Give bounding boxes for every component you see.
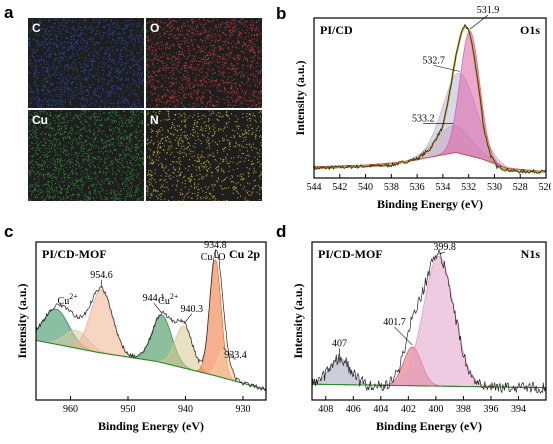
region-label: Cu 2p [229, 247, 260, 261]
map-label-nitrogen: N [150, 113, 159, 127]
panel-letter-a: a [4, 3, 14, 22]
peak-label-954.6: 954.6 [90, 270, 113, 281]
peak-leader-line [433, 65, 460, 72]
peak-label-934.8: 934.8 [204, 240, 227, 251]
map-dots [28, 18, 144, 108]
x-axis-title: Binding Energy (eV) [376, 419, 482, 433]
plot-area [35, 249, 267, 392]
peak-leader-line [469, 14, 489, 30]
x-tick-label: 534 [435, 182, 450, 193]
sample-label: PI/CD [320, 23, 353, 37]
map-background [28, 110, 144, 201]
map-label-oxygen: O [150, 21, 160, 35]
x-tick-label: 394 [511, 404, 526, 415]
annotation-label: Cu2+ [58, 292, 79, 307]
peak-label-531.9: 531.9 [477, 5, 500, 16]
plot-area [311, 249, 547, 394]
map-tile-oxygen: O [146, 18, 262, 108]
panel-letter-c: c [4, 222, 14, 241]
peak-leader-line [438, 251, 445, 255]
peak-label-399.8: 399.8 [433, 242, 456, 253]
map-tile-carbon: C [28, 18, 144, 108]
x-tick-label: 530 [487, 182, 502, 193]
x-tick-label: 540 [358, 182, 373, 193]
sample-label: PI/CD-MOF [318, 247, 383, 261]
x-tick-label: 538 [384, 182, 399, 193]
y-axis-title: Intensity (a.u.) [293, 60, 307, 135]
background-line [35, 339, 267, 391]
chart-o1s: 544 542 540 538 536 534 532 530 528 526 Binding En… [293, 5, 552, 211]
annotation-label: Cu -O [201, 252, 226, 263]
x-tick-label: 532 [461, 182, 476, 193]
plot-frame [313, 17, 547, 179]
x-axis-title: Binding Energy (eV) [377, 197, 483, 211]
peak-label-933.4: 933.4 [224, 350, 247, 361]
y-axis-title: Intensity (a.u.) [291, 283, 305, 358]
map-dots [146, 18, 262, 108]
map-tile-copper: Cu [28, 110, 144, 201]
chart-cu2p: 960 950 940 930 Binding Energy (eV) Intensity… [15, 240, 267, 433]
annotation-label: Cu2+ [158, 292, 179, 307]
peak-label-407: 407 [332, 338, 347, 349]
x-tick-label: 408 [318, 404, 333, 415]
x-tick-label: 940 [178, 404, 193, 415]
peak-leader-line [183, 313, 193, 325]
region-label: N1s [521, 247, 541, 261]
peak-leader-line [394, 326, 413, 346]
map-dots [146, 110, 262, 201]
peak-label-533.2: 533.2 [412, 114, 435, 125]
raw-spectrum [35, 249, 267, 392]
x-tick-label: 544 [307, 182, 322, 193]
x-tick-label: 950 [121, 404, 136, 415]
x-tick-label: 404 [373, 404, 388, 415]
x-tick-label: 400 [428, 404, 443, 415]
peak-label-940.3: 940.3 [181, 304, 204, 315]
plot-frame [311, 241, 547, 401]
y-axis-title: Intensity (a.u.) [15, 283, 29, 358]
map-noise [146, 18, 262, 108]
raw-spectrum [311, 249, 547, 394]
plot-area [313, 24, 547, 175]
x-tick-label: 398 [456, 404, 471, 415]
raw-spectrum [313, 24, 547, 175]
region-label: O1s [520, 23, 540, 37]
x-tick-label: 960 [63, 404, 78, 415]
map-dots [28, 110, 144, 201]
map-noise [146, 110, 262, 201]
chart-n1s: 408 406 404 402 400 398 396 394 Binding Energy (… [291, 241, 547, 433]
x-tick-label: 528 [513, 182, 528, 193]
x-tick-label: 542 [332, 182, 347, 193]
map-label-copper: Cu [32, 113, 48, 127]
x-axis-title: Binding Energy (eV) [98, 419, 204, 433]
x-tick-label: 536 [410, 182, 425, 193]
map-noise [28, 110, 144, 201]
sample-label: PI/CD-MOF [42, 247, 107, 261]
peak-label-401.7: 401.7 [383, 317, 406, 328]
map-label-carbon: C [32, 21, 41, 35]
x-tick-label: 526 [539, 182, 552, 193]
elemental-maps: C O Cu N [28, 18, 262, 201]
panel-letter-b: b [276, 4, 287, 23]
map-noise [28, 18, 144, 108]
x-tick-label: 406 [346, 404, 361, 415]
x-tick-label: 930 [236, 404, 251, 415]
peak-leader-line [223, 347, 236, 361]
x-tick-label: 402 [401, 404, 416, 415]
peak-label-532.7: 532.7 [422, 55, 445, 66]
background-line [312, 383, 546, 389]
map-tile-nitrogen: N [146, 110, 262, 201]
map-background [146, 110, 262, 201]
x-tick-label: 396 [483, 404, 498, 415]
plot-frame [35, 241, 267, 401]
panel-letter-d: d [276, 222, 287, 241]
peak-leader-line [153, 303, 163, 314]
peak-label-944.1: 944.1 [143, 293, 166, 304]
